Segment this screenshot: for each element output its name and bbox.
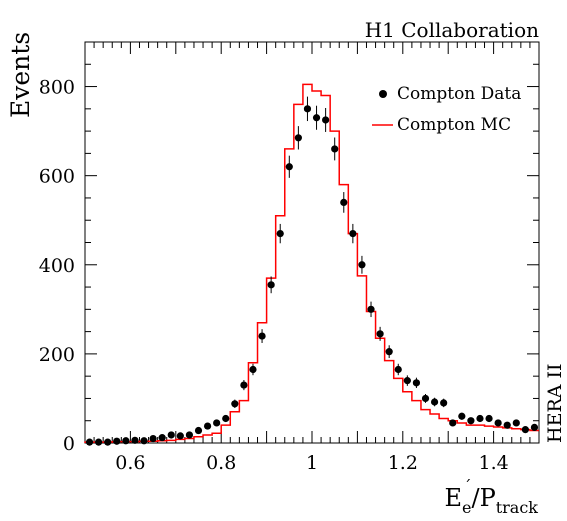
data-point — [303, 105, 312, 113]
data-point — [458, 412, 466, 420]
data-point — [185, 431, 194, 439]
data-point — [322, 116, 330, 124]
y-tick-label: 400 — [39, 255, 75, 277]
data-point — [503, 421, 511, 429]
data-point — [440, 399, 448, 407]
y-tick-label: 600 — [39, 166, 75, 188]
data-point — [158, 434, 166, 442]
data-point — [104, 438, 112, 446]
mc-series-layer — [84, 83, 539, 443]
data-point — [194, 426, 203, 435]
data-point — [140, 437, 148, 445]
data-point — [394, 365, 402, 374]
data-point — [167, 431, 175, 439]
x-tick-label: 1 — [306, 452, 318, 474]
data-point — [349, 229, 357, 238]
data-point — [213, 419, 221, 427]
data-point — [294, 134, 302, 142]
x-axis-title: Ee´/Ptrack — [444, 477, 538, 517]
data-point — [530, 423, 539, 432]
side-label: HERA II — [544, 363, 566, 443]
data-point — [403, 377, 411, 385]
data-point — [494, 419, 502, 427]
legend-data-label: Compton Data — [397, 84, 521, 104]
data-point — [521, 426, 529, 434]
data-point — [430, 398, 439, 406]
legend: Compton Data Compton MC — [372, 84, 521, 135]
legend-data-marker — [379, 90, 387, 98]
data-point — [476, 414, 484, 423]
data-point — [267, 281, 275, 289]
data-point — [485, 414, 493, 423]
data-point — [122, 437, 130, 445]
collaboration-title: H1 Collaboration — [365, 18, 539, 42]
data-point — [222, 414, 230, 423]
data-point — [203, 422, 212, 430]
x-tick-label: 0.8 — [206, 452, 236, 474]
data-point — [312, 114, 321, 122]
x-tick-label: 0.6 — [115, 452, 145, 474]
mc-histogram-line — [84, 83, 539, 443]
x-axis-ticks: 0.6 0.8 1 1.2 1.4 — [84, 42, 540, 474]
data-point — [95, 438, 103, 446]
y-tick-label: 800 — [39, 77, 75, 99]
data-point — [240, 381, 248, 389]
y-axis-title: Events — [6, 32, 35, 118]
data-point — [276, 229, 284, 238]
data-series-layer — [85, 96, 539, 446]
data-point — [231, 400, 239, 408]
data-point — [512, 419, 520, 427]
data-point — [149, 434, 157, 443]
y-tick-label: 200 — [39, 344, 75, 366]
data-point — [358, 261, 366, 269]
data-point — [176, 432, 184, 440]
data-point — [421, 394, 430, 403]
x-tick-label: 1.4 — [478, 452, 508, 474]
data-point — [449, 419, 457, 427]
data-point — [113, 437, 121, 445]
data-point — [385, 348, 393, 356]
data-point — [331, 145, 339, 153]
data-point — [258, 332, 266, 340]
x-tick-label: 1.2 — [388, 452, 418, 474]
y-axis-ticks: 0 200 400 600 800 — [39, 41, 539, 455]
data-point — [412, 379, 421, 387]
data-point — [131, 436, 139, 444]
data-point — [285, 163, 293, 171]
data-point — [249, 365, 257, 374]
legend-mc-label: Compton MC — [397, 115, 511, 135]
data-point — [376, 330, 384, 338]
data-point — [340, 198, 348, 206]
data-point — [467, 417, 475, 425]
data-point — [367, 305, 375, 313]
data-point — [85, 438, 94, 446]
y-tick-label: 0 — [63, 433, 75, 455]
